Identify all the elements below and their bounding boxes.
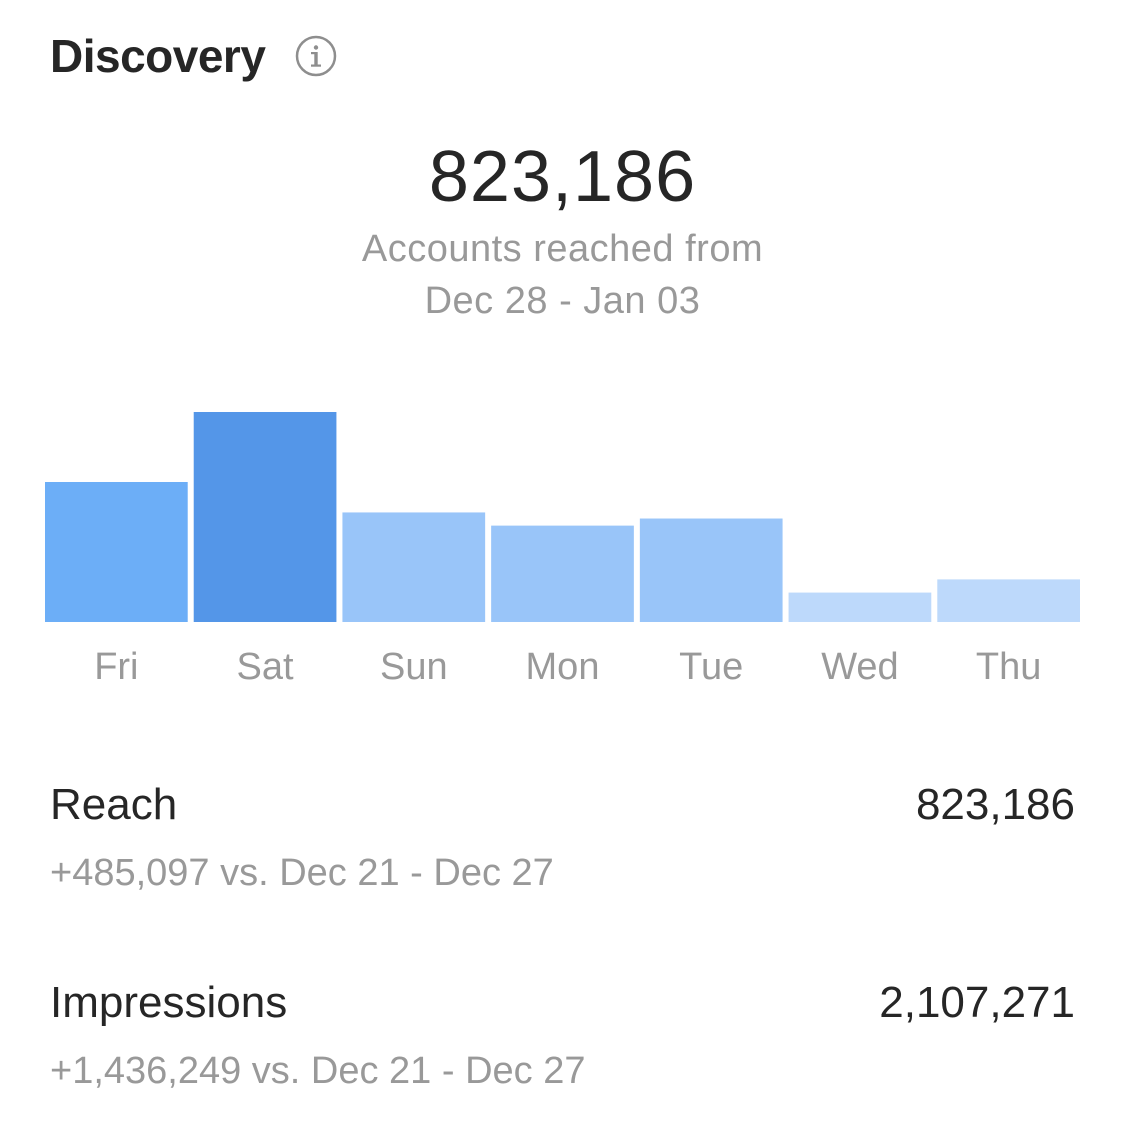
bar-wed[interactable]	[788, 592, 932, 622]
accounts-reached-caption: Accounts reached from	[361, 228, 764, 270]
section-title: Discovery	[50, 30, 266, 82]
tick-label-sat: Sat	[237, 646, 294, 688]
bar-mon[interactable]	[491, 525, 634, 622]
bar-sat[interactable]	[193, 412, 337, 622]
bar-fri[interactable]	[45, 482, 188, 622]
impressions-value: 2,107,271	[879, 978, 1075, 1027]
reach-label: Reach	[50, 780, 178, 829]
reach-change: +485,097 vs. Dec 21 - Dec 27	[50, 852, 554, 894]
tick-label-tue: Tue	[679, 646, 743, 688]
date-range-caption: Dec 28 - Jan 03	[424, 280, 701, 322]
tick-label-mon: Mon	[526, 646, 600, 688]
tick-label-sun: Sun	[380, 646, 448, 688]
tick-label-fri: Fri	[94, 646, 138, 688]
discovery-header: Discovery	[50, 24, 337, 88]
info-icon[interactable]	[295, 35, 337, 77]
bar-thu[interactable]	[937, 579, 1080, 622]
bar-sun[interactable]	[342, 512, 486, 622]
tick-label-wed: Wed	[821, 646, 898, 688]
impressions-change: +1,436,249 vs. Dec 21 - Dec 27	[50, 1050, 586, 1092]
tick-label-thu: Thu	[976, 646, 1041, 688]
daily-reach-bar-chart: Fri Sat Sun Mon Tue Wed Thu	[45, 412, 1080, 688]
accounts-reached-total: 823,186	[428, 137, 697, 217]
bar-tue[interactable]	[639, 518, 783, 622]
impressions-label: Impressions	[50, 978, 288, 1027]
reach-value: 823,186	[915, 780, 1075, 829]
